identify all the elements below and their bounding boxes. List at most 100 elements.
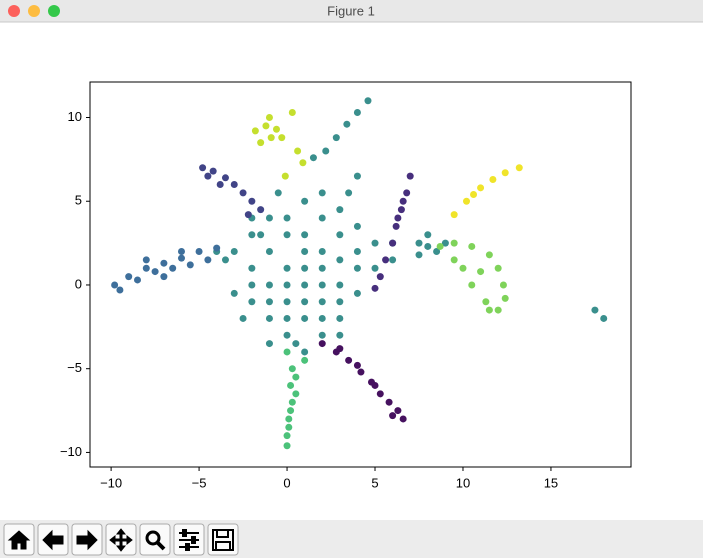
scatter-point bbox=[301, 298, 309, 306]
scatter-point bbox=[199, 164, 207, 172]
scatter-point bbox=[265, 247, 273, 255]
scatter-point bbox=[392, 222, 400, 230]
scatter-point bbox=[385, 398, 393, 406]
scatter-point bbox=[283, 432, 291, 440]
scatter-point bbox=[283, 281, 291, 289]
close-button[interactable] bbox=[8, 5, 20, 17]
scatter-point bbox=[292, 390, 300, 398]
scatter-point bbox=[318, 331, 326, 339]
scatter-point bbox=[186, 261, 194, 269]
scatter-point bbox=[301, 264, 309, 272]
scatter-point bbox=[468, 242, 476, 250]
scatter-point bbox=[382, 256, 390, 264]
scatter-point bbox=[278, 134, 286, 142]
scatter-point bbox=[371, 264, 379, 272]
scatter-point bbox=[221, 256, 229, 264]
scatter-point bbox=[257, 139, 265, 147]
scatter-point bbox=[111, 281, 119, 289]
scatter-point bbox=[248, 281, 256, 289]
y-tick-label: −5 bbox=[67, 360, 82, 375]
scatter-point bbox=[501, 294, 509, 302]
x-tick-label: 0 bbox=[283, 475, 290, 490]
scatter-point bbox=[371, 239, 379, 247]
scatter-point bbox=[272, 125, 280, 133]
scatter-point bbox=[494, 306, 502, 314]
scatter-point bbox=[485, 251, 493, 259]
x-tick-label: 5 bbox=[371, 475, 378, 490]
scatter-point bbox=[221, 174, 229, 182]
zoom-button[interactable] bbox=[48, 5, 60, 17]
scatter-point bbox=[345, 189, 353, 197]
toolbar-icons bbox=[7, 528, 234, 552]
scatter-point bbox=[257, 231, 265, 239]
scatter-point bbox=[244, 211, 252, 219]
scatter-point bbox=[301, 314, 309, 322]
scatter-point bbox=[248, 264, 256, 272]
scatter-point bbox=[288, 365, 296, 373]
scatter-point bbox=[515, 164, 523, 172]
scatter-point bbox=[292, 373, 300, 381]
minimize-button[interactable] bbox=[28, 5, 40, 17]
scatter-point bbox=[248, 197, 256, 205]
scatter-point bbox=[169, 264, 177, 272]
scatter-point bbox=[283, 314, 291, 322]
scatter-point bbox=[285, 423, 293, 431]
scatter-point bbox=[353, 108, 361, 116]
scatter-point bbox=[501, 169, 509, 177]
y-tick-label: 5 bbox=[75, 193, 82, 208]
x-tick-label: −10 bbox=[100, 475, 122, 490]
scatter-point bbox=[450, 256, 458, 264]
home-icon bbox=[7, 530, 31, 550]
scatter-point bbox=[288, 398, 296, 406]
scatter-point bbox=[499, 281, 507, 289]
save-icon bbox=[212, 529, 234, 551]
scatter-point bbox=[318, 314, 326, 322]
zoom-rect-button[interactable] bbox=[139, 523, 171, 556]
scatter-point bbox=[204, 172, 212, 180]
scatter-point bbox=[353, 222, 361, 230]
scatter-point bbox=[336, 298, 344, 306]
scatter-point bbox=[287, 407, 295, 415]
scatter-point bbox=[230, 289, 238, 297]
plot-area bbox=[111, 97, 608, 450]
scatter-point bbox=[281, 172, 289, 180]
scatter-point bbox=[399, 197, 407, 205]
scatter-point bbox=[292, 340, 300, 348]
scatter-point bbox=[299, 159, 307, 167]
scatter-point bbox=[283, 331, 291, 339]
scatter-point bbox=[353, 264, 361, 272]
scatter-point bbox=[283, 264, 291, 272]
scatter-point bbox=[274, 189, 282, 197]
scatter-point bbox=[336, 256, 344, 264]
scatter-point bbox=[394, 407, 402, 415]
scatter-point bbox=[353, 172, 361, 180]
scatter-point bbox=[265, 314, 273, 322]
scatter-point bbox=[436, 242, 444, 250]
scatter-point bbox=[343, 120, 351, 128]
scatter-point bbox=[265, 214, 273, 222]
scatter-point bbox=[336, 206, 344, 214]
scatter-point bbox=[463, 197, 471, 205]
scatter-point bbox=[177, 247, 185, 255]
scatter-point bbox=[371, 381, 379, 389]
scatter-point bbox=[265, 340, 273, 348]
scatter-point bbox=[470, 191, 478, 199]
scatter-point bbox=[262, 122, 270, 130]
scatter-point bbox=[482, 298, 490, 306]
scatter-point bbox=[267, 134, 275, 142]
scatter-point bbox=[376, 390, 384, 398]
scatter-point bbox=[125, 273, 133, 281]
scatter-point bbox=[415, 239, 423, 247]
scatter-point bbox=[287, 381, 295, 389]
title-bar bbox=[0, 0, 703, 22]
scatter-point bbox=[288, 108, 296, 116]
zoom-icon bbox=[145, 530, 161, 546]
scatter-point bbox=[441, 239, 449, 247]
scatter-point bbox=[301, 197, 309, 205]
scatter-point bbox=[309, 154, 317, 162]
scatter-point bbox=[415, 251, 423, 259]
scatter-point bbox=[283, 348, 291, 356]
scatter-point bbox=[285, 415, 293, 423]
